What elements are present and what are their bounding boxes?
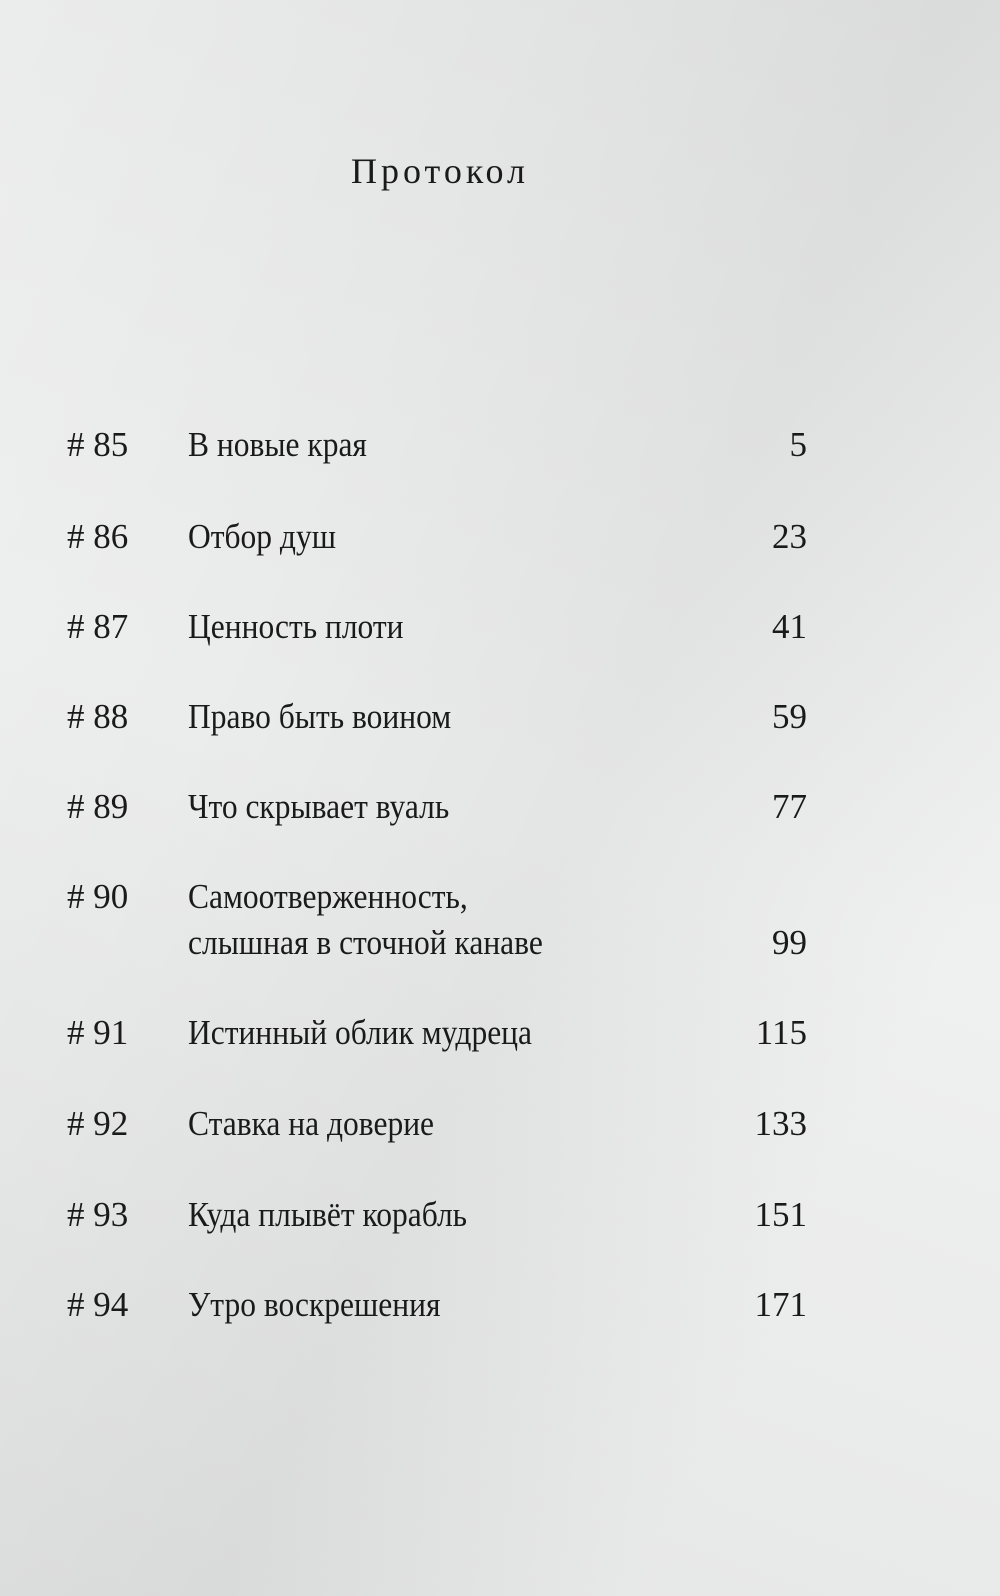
chapter-number: # 92: [67, 1104, 129, 1143]
page-number: 151: [754, 1195, 808, 1234]
chapter-title: Право быть воином: [188, 694, 451, 740]
page-number: 77: [772, 787, 807, 826]
toc-entry[interactable]: # 88 Право быть воином 59: [67, 694, 807, 740]
chapter-title-line: Ценность плоти: [188, 607, 404, 646]
chapter-number: # 85: [67, 425, 129, 464]
page-number: 5: [789, 425, 808, 464]
page-number: 41: [772, 607, 807, 646]
chapter-number: # 89: [67, 787, 129, 826]
chapter-title-line: Истинный облик мудреца: [188, 1013, 533, 1052]
chapter-title: В новые края: [188, 422, 367, 468]
page-title: Протокол: [351, 151, 529, 191]
chapter-number: # 87: [67, 607, 129, 646]
chapter-title-line: В новые края: [188, 425, 367, 464]
chapter-number: # 90: [67, 877, 129, 916]
chapter-title: Что скрывает вуаль: [188, 784, 449, 830]
chapter-title-line: Куда плывёт корабль: [188, 1195, 468, 1234]
chapter-number: # 91: [67, 1013, 129, 1052]
page-number: 171: [754, 1285, 808, 1324]
chapter-number: # 94: [67, 1285, 129, 1324]
chapter-title: Ценность плоти: [188, 604, 404, 650]
toc-entry[interactable]: # 94 Утро воскрешения 171: [67, 1282, 807, 1328]
page-number: 59: [772, 697, 807, 736]
chapter-number: # 88: [67, 697, 129, 736]
chapter-number: # 93: [67, 1195, 129, 1234]
page-number: 23: [772, 517, 807, 556]
toc-entry[interactable]: # 90 Самоотверженность, слышная в сточной …: [67, 874, 807, 966]
chapter-title-line: Самоотверженность,: [188, 877, 468, 916]
toc-entry[interactable]: # 87 Ценность плоти 41: [67, 604, 807, 650]
page-number: 133: [754, 1104, 808, 1143]
chapter-title-line: Ставка на доверие: [188, 1104, 435, 1143]
chapter-title: Истинный облик мудреца: [188, 1010, 532, 1056]
toc-entry[interactable]: # 89 Что скрывает вуаль 77: [67, 784, 807, 830]
page-number: 115: [755, 1013, 807, 1052]
chapter-title: Отбор душ: [188, 514, 336, 560]
chapter-title-line: Отбор душ: [188, 517, 336, 556]
chapter-title: Самоотверженность, слышная в сточной кана…: [188, 874, 543, 966]
toc-entry[interactable]: # 93 Куда плывёт корабль 151: [67, 1192, 807, 1238]
chapter-title-line: Утро воскрешения: [188, 1285, 441, 1324]
chapter-title-line: слышная в сточной канаве: [188, 923, 543, 962]
toc-entry[interactable]: # 85 В новые края 5: [67, 422, 807, 468]
chapter-title-line: Что скрывает вуаль: [188, 787, 450, 826]
chapter-title-line: Право быть воином: [188, 697, 452, 736]
toc-entry[interactable]: # 92 Ставка на доверие 133: [67, 1101, 807, 1147]
chapter-number: # 86: [67, 517, 129, 556]
toc-entry[interactable]: # 91 Истинный облик мудреца 115: [67, 1010, 807, 1056]
chapter-title: Куда плывёт корабль: [188, 1192, 467, 1238]
chapter-title: Ставка на доверие: [188, 1101, 434, 1147]
toc-entry[interactable]: # 86 Отбор душ 23: [67, 514, 807, 560]
chapter-title: Утро воскрешения: [188, 1282, 440, 1328]
page-number: 99: [772, 923, 807, 962]
